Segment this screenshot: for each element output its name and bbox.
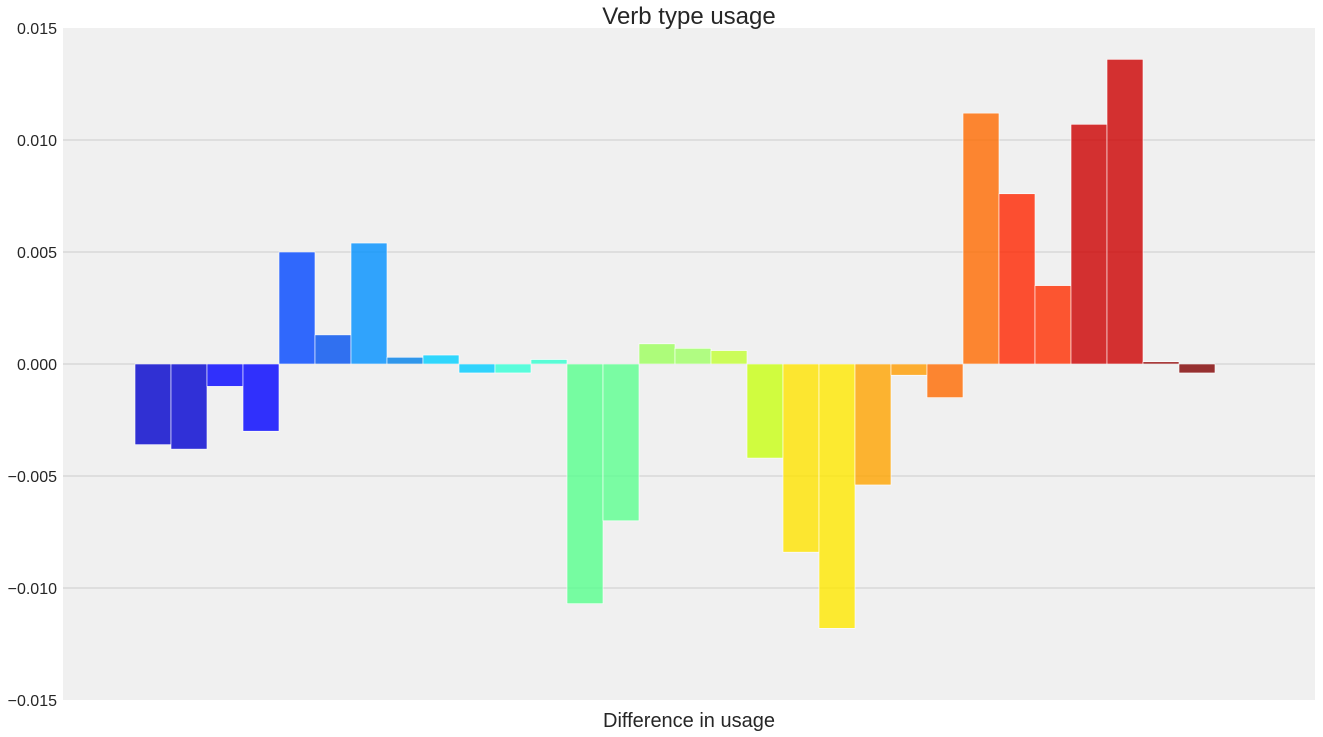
y-tick-labels: 0.015 0.010 0.005 0.000 −0.005 −0.010 −0.015 — [8, 21, 57, 710]
bar — [782, 363, 820, 553]
bar — [278, 251, 316, 365]
bar — [710, 350, 748, 365]
bar — [206, 363, 244, 387]
bar — [674, 348, 712, 365]
y-tick-label: −0.010 — [8, 581, 57, 598]
bar — [818, 363, 856, 629]
x-axis-label: Difference in usage — [603, 710, 775, 732]
y-tick-label: 0.005 — [17, 245, 57, 262]
y-tick-label: 0.010 — [17, 133, 57, 150]
bar — [890, 363, 928, 376]
bar — [926, 363, 964, 398]
bars — [134, 59, 1216, 629]
bar — [242, 363, 280, 432]
y-tick-label: −0.005 — [8, 469, 57, 486]
bar — [1178, 363, 1216, 374]
bar — [314, 334, 352, 365]
bar — [1106, 59, 1144, 365]
bar — [746, 363, 784, 459]
bar — [1070, 124, 1108, 365]
y-tick-label: 0.015 — [17, 21, 57, 38]
bar — [566, 363, 604, 604]
bar — [962, 112, 1000, 365]
bar — [458, 363, 496, 374]
bar — [530, 359, 568, 365]
bar — [350, 242, 388, 365]
bar — [854, 363, 892, 486]
bar — [1034, 285, 1072, 365]
bar — [1142, 361, 1180, 365]
bar — [602, 363, 640, 522]
y-tick-label: 0.000 — [17, 357, 57, 374]
bar — [998, 193, 1036, 365]
bar — [422, 354, 460, 365]
chart-title: Verb type usage — [602, 3, 775, 30]
bar — [134, 363, 172, 445]
bar — [386, 356, 424, 365]
bar — [494, 363, 532, 374]
bar — [170, 363, 208, 450]
y-tick-label: −0.015 — [8, 693, 57, 710]
bar — [638, 343, 676, 365]
